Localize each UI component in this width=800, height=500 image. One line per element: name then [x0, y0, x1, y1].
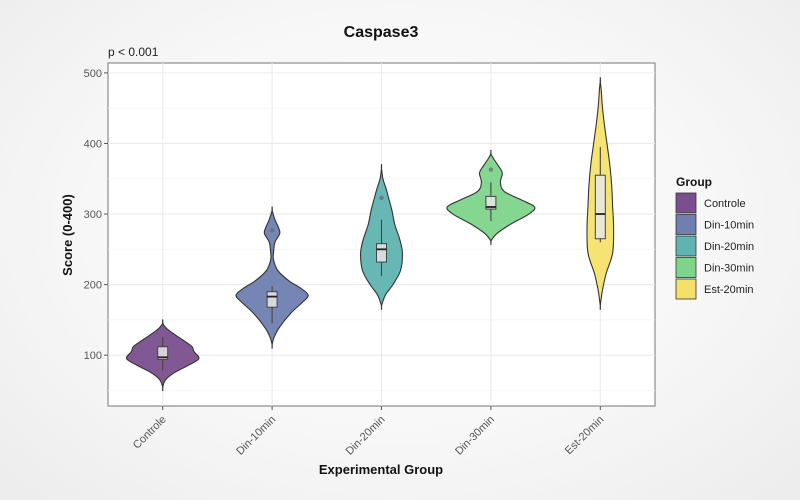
y-tick-label: 500 [84, 68, 102, 80]
x-tick-label: Din-30min [453, 414, 497, 458]
x-axis-title: Experimental Group [319, 462, 443, 477]
legend-swatch [675, 257, 697, 278]
outlier-point [488, 167, 494, 172]
box-iqr [485, 195, 497, 210]
y-tick-label: 400 [84, 138, 102, 150]
box-iqr [157, 346, 169, 360]
y-axis-title: Score (0-400) [60, 194, 75, 276]
legend-label: Controle [704, 198, 746, 210]
x-axis: Controle Din-10min Din-20min Din-30min Est-2… [131, 406, 606, 458]
legend: Group Controle Din-10min Din-20min Din-30mi… [675, 175, 754, 300]
legend-title: Group [676, 175, 712, 189]
x-tick-label: Controle [131, 414, 169, 452]
legend-label: Est-20min [704, 284, 754, 296]
violins [125, 77, 615, 391]
box-iqr [376, 243, 387, 263]
chart-title: Caspase3 [344, 24, 419, 41]
legend-swatch [675, 192, 697, 214]
legend-label: Din-30min [704, 263, 754, 275]
outlier-point [269, 228, 275, 233]
chart-subtitle: p < 0.001 [108, 45, 159, 59]
legend-swatch [675, 235, 697, 257]
legend-label: Din-10min [704, 220, 754, 232]
legend-label: Din-20min [704, 241, 754, 253]
y-tick-label: 300 [84, 209, 102, 221]
x-tick-label: Din-20min [344, 414, 388, 458]
grid-lines [108, 63, 655, 406]
legend-swatch [675, 278, 697, 300]
y-axis: 100 200 300 400 500 [84, 68, 108, 362]
x-tick-label: Est-20min [563, 414, 607, 458]
box-iqr [594, 174, 606, 240]
y-tick-label: 200 [84, 280, 102, 292]
x-tick-label: Din-10min [234, 414, 278, 458]
legend-swatch [675, 214, 697, 235]
y-tick-label: 100 [84, 350, 102, 362]
box-iqr [266, 291, 278, 308]
outlier-point [379, 195, 384, 201]
